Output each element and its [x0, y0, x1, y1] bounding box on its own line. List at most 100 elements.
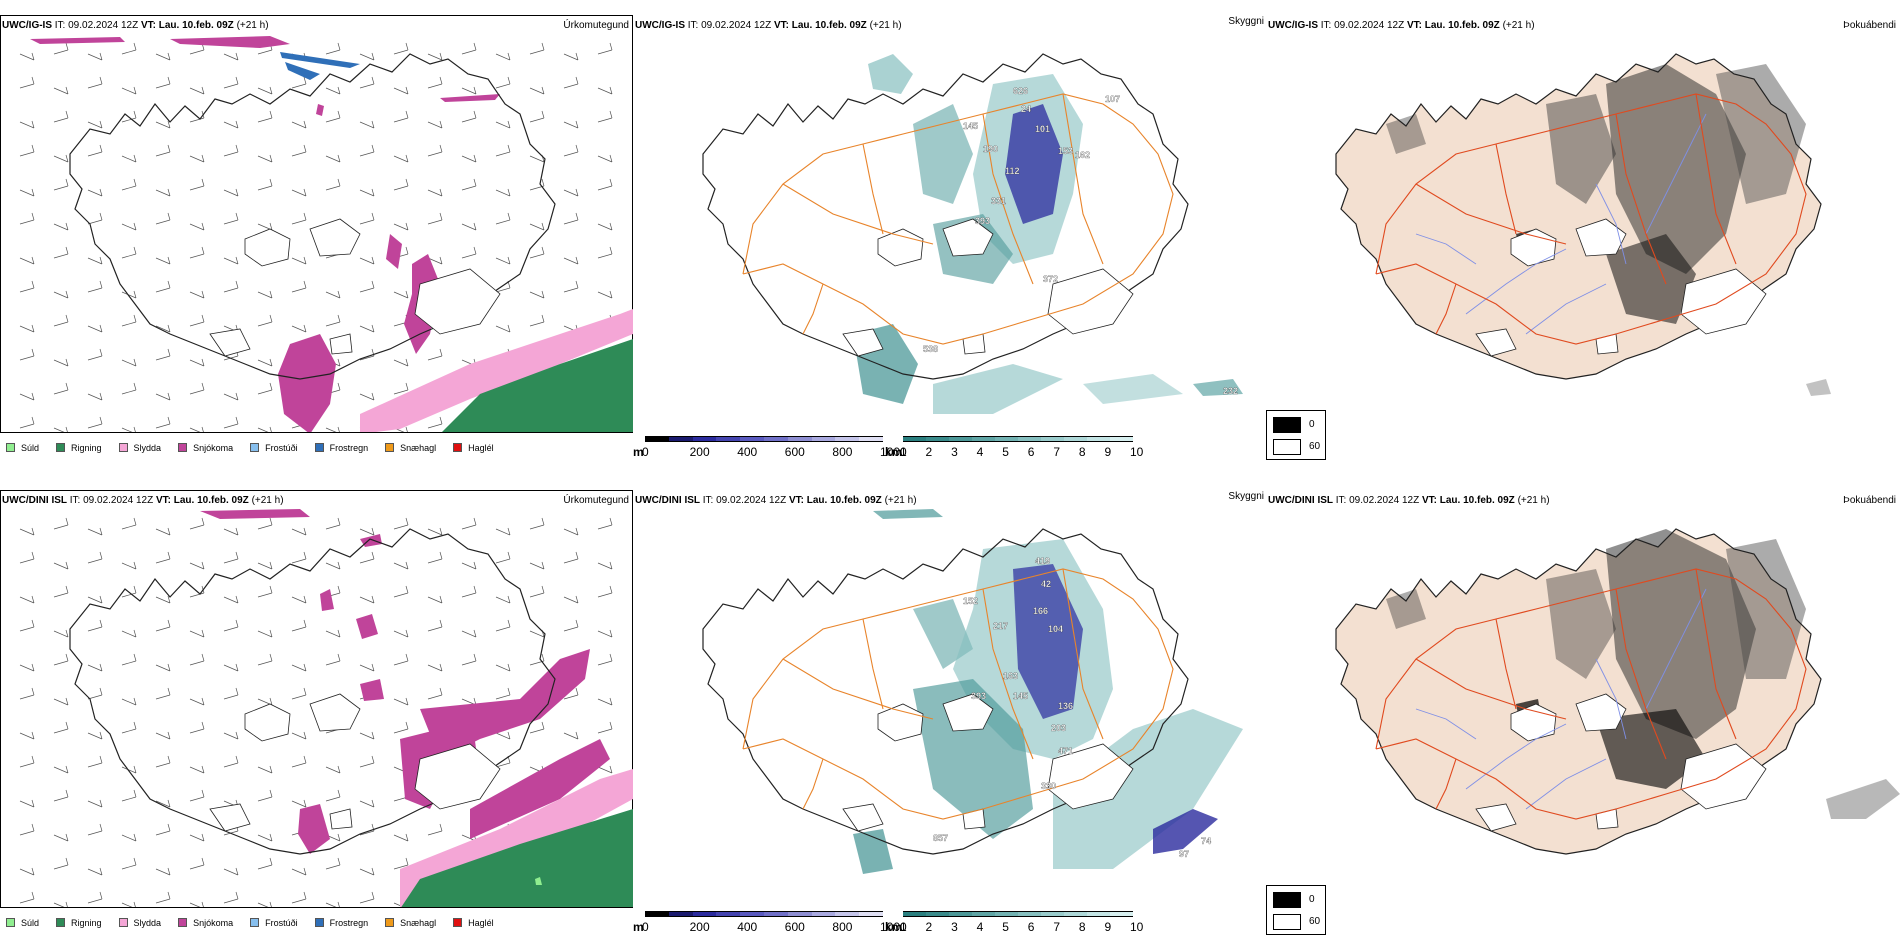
wind-barb [155, 595, 171, 604]
swatch [385, 443, 395, 452]
wind-barb [121, 789, 137, 802]
visibility-value-label: 393 [975, 216, 990, 226]
wind-barb [495, 551, 511, 564]
colorbar-tick: 5 [1002, 445, 1009, 459]
panel-title: Skyggni [1228, 16, 1264, 27]
wind-barb [291, 755, 307, 768]
wind-barb [87, 76, 103, 89]
valid-time: Lau. 10.feb. 09Z [158, 20, 234, 31]
fog-legend-swatch-light [1273, 914, 1301, 930]
init-time: IT: 09.02.2024 12Z [69, 495, 154, 506]
wind-barb [359, 867, 375, 876]
wind-barb [529, 585, 545, 598]
visibility-value-label: 136 [1058, 701, 1073, 711]
wind-barb [87, 52, 103, 61]
swatch [56, 918, 66, 927]
wind-barb [19, 52, 35, 61]
wind-barb [223, 212, 239, 225]
wind-barb [393, 721, 409, 734]
visibility-value-label: 190 [983, 144, 998, 154]
colorbar-segment [972, 436, 995, 442]
wind-barb [393, 517, 409, 530]
wind-barb [597, 653, 613, 666]
legend-item-freezing-rain: Frostregn [314, 443, 368, 453]
init-time: IT: 09.02.2024 12Z [687, 20, 772, 31]
wind-barb [19, 144, 35, 157]
lead-time: (+21 h) [869, 20, 902, 31]
precip-legend: Súld Rigning Slydda Snjókoma Frostúði Fr… [0, 907, 633, 937]
wind-barb [427, 256, 443, 265]
wind-barb [87, 527, 103, 536]
wind-barb [87, 212, 103, 225]
wind-barb [223, 392, 239, 401]
wind-barb [291, 731, 307, 740]
wind-barb [189, 653, 205, 666]
wind-barb [19, 867, 35, 876]
wind-barb [19, 731, 35, 740]
wind-barb [257, 314, 273, 327]
legend-item-freezing-rain: Frostregn [314, 918, 368, 928]
valid-prefix: VT: [773, 20, 789, 31]
wind-barb [19, 663, 35, 672]
wind-barb [393, 86, 409, 95]
wind-barb [257, 154, 273, 163]
colorbar-segment [995, 911, 1018, 917]
legend-item-hail: Haglél [453, 918, 494, 928]
wind-barb [155, 551, 171, 564]
swatch [385, 918, 395, 927]
visibility-value-label: 97 [1179, 849, 1189, 859]
valid-time: Lau. 10.feb. 09Z [1424, 20, 1500, 31]
legend-item-drizzle: Súld [6, 918, 39, 928]
wind-barb [563, 256, 579, 265]
wind-barb [257, 517, 273, 530]
wind-barb [495, 663, 511, 672]
visibility-value-label: 372 [1043, 274, 1058, 284]
wind-barb [529, 246, 545, 259]
wind-barb [223, 867, 239, 876]
wind-barb [155, 76, 171, 89]
visibility-value-label: 471 [1058, 746, 1073, 756]
wind-barb [359, 731, 375, 740]
colorbar-segment [740, 911, 764, 917]
visibility-value-label: 152 [963, 596, 978, 606]
legend-item-sleet: Slydda [118, 918, 161, 928]
wind-barb [87, 755, 103, 768]
wind-barb [427, 663, 443, 672]
colorbar-segment [764, 436, 788, 442]
wind-barb [121, 382, 137, 395]
swatch [453, 918, 463, 927]
wind-barb [223, 551, 239, 564]
wind-barb [223, 52, 239, 61]
visibility-value-label: 24 [1021, 104, 1031, 114]
wind-barb [87, 891, 103, 904]
precip-type-panel: UWC/DINI ISL IT: 09.02.2024 12Z VT: Lau.… [0, 475, 633, 950]
visibility-colorbar: m 0 200 400 600 800 1000 km 1 2 3 4 5 6 7 8 9 10 [633, 433, 1266, 463]
colorbar-unit-km: km [885, 445, 903, 459]
wind-barb [87, 392, 103, 401]
wind-barb [291, 144, 307, 157]
lead-time: (+21 h) [236, 20, 269, 31]
wind-barb [121, 629, 137, 638]
swatch [314, 918, 324, 927]
legend-item-freezing-drizzle: Frostúði [250, 918, 298, 928]
init-time: IT: 09.02.2024 12Z [1335, 495, 1420, 506]
swatch [178, 443, 188, 452]
colorbar-segment [1041, 436, 1064, 442]
colorbar-tick: 200 [689, 445, 710, 459]
wind-barb [393, 290, 409, 299]
wind-barb [155, 52, 171, 61]
wind-barb [121, 222, 137, 231]
wind-barb [325, 857, 341, 870]
colorbar-segment [995, 436, 1018, 442]
colorbar-segment [835, 911, 860, 917]
wind-barb [393, 653, 409, 666]
wind-barb [291, 551, 307, 564]
colorbar-segment [1110, 911, 1133, 917]
wind-barb [189, 86, 205, 95]
wind-barb [53, 721, 69, 734]
colorbar-segment [1110, 436, 1133, 442]
wind-barb [393, 697, 409, 706]
wind-barb [189, 697, 205, 706]
wind-barb [495, 256, 511, 265]
visibility-value-label: 101 [1035, 124, 1050, 134]
